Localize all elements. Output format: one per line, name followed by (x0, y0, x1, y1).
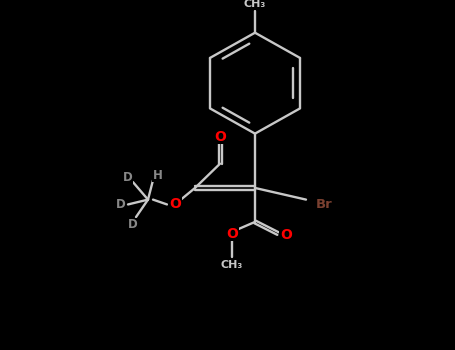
Text: D: D (123, 171, 133, 184)
Text: Br: Br (316, 198, 332, 211)
Text: O: O (214, 130, 226, 144)
Text: CH₃: CH₃ (244, 0, 266, 9)
Text: D: D (128, 218, 138, 231)
Text: CH₃: CH₃ (221, 260, 243, 270)
Text: O: O (280, 228, 292, 241)
Text: H: H (153, 169, 163, 182)
Text: O: O (226, 226, 238, 240)
Text: D: D (116, 198, 126, 211)
Text: O: O (169, 197, 181, 211)
